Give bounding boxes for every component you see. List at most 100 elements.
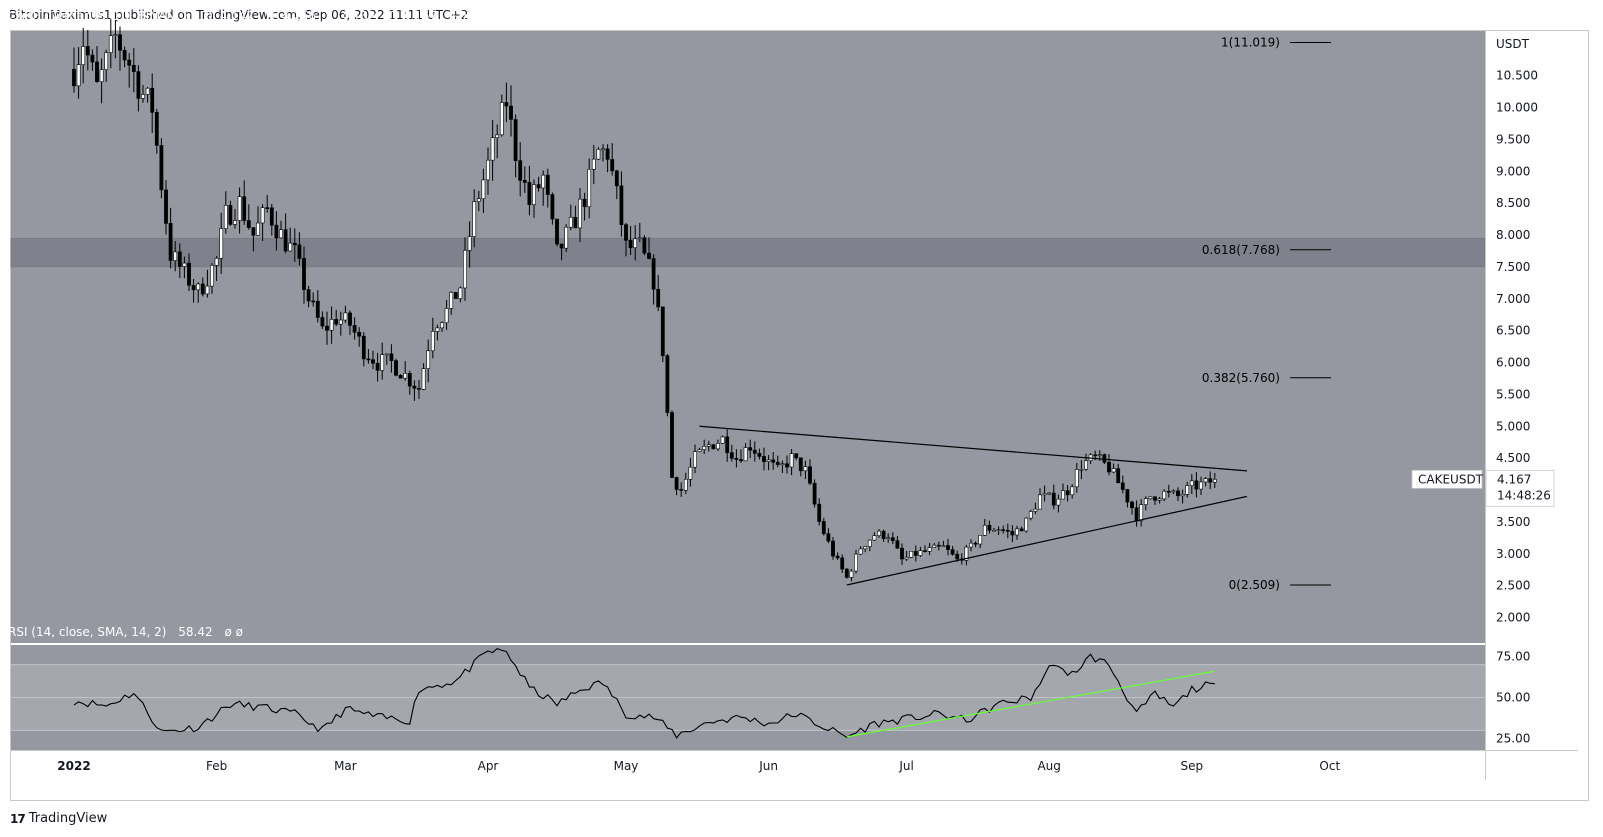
candle-down: [651, 258, 656, 290]
time-axis[interactable]: 2022 Feb Mar Apr May Jun Jul Aug Sep Oct: [57, 759, 1340, 773]
candle-down: [987, 524, 992, 531]
candle-up: [601, 148, 605, 151]
candle-up: [743, 447, 748, 462]
candle-up: [214, 257, 219, 266]
price-tick-label: 3.500: [1496, 515, 1530, 529]
candle-down: [412, 385, 417, 389]
candle-down: [729, 452, 734, 459]
time-tick-label: Mar: [334, 759, 357, 773]
candle-down: [1102, 454, 1107, 463]
candle-down: [122, 49, 127, 61]
candle-up: [867, 539, 872, 547]
price-axis-bg: [1485, 31, 1578, 750]
candle-up: [854, 553, 858, 572]
candle-up: [1180, 494, 1185, 497]
candle-down: [513, 119, 518, 161]
candle-up: [1143, 498, 1148, 505]
price-tick-label: 4.500: [1496, 451, 1530, 465]
candle-down: [509, 105, 513, 120]
candle-up: [279, 229, 283, 239]
candle-down: [1019, 528, 1024, 532]
legend-h-value: 4.256: [282, 9, 316, 23]
candle-up: [481, 179, 486, 200]
candle-up: [338, 319, 343, 325]
fib-level-label: 0(2.509): [1229, 578, 1280, 592]
candle-up: [1024, 517, 1029, 532]
candle-up: [495, 134, 500, 139]
price-tag-box: [1485, 469, 1555, 507]
candle-down: [398, 375, 403, 379]
price-tick-label: 9.500: [1496, 132, 1530, 146]
triangle-upper-line: [699, 425, 1248, 472]
candle-up: [329, 319, 334, 331]
candle-up: [76, 64, 81, 87]
rsi-guides: [11, 664, 1485, 731]
candle-up: [463, 250, 467, 289]
candle-down: [895, 540, 900, 549]
rsi-tick-label: 75.00: [1496, 649, 1530, 663]
candle-down: [881, 530, 886, 539]
time-tick-label: Feb: [206, 759, 227, 773]
candle-down: [610, 159, 615, 172]
candle-up: [1033, 508, 1038, 512]
legend-c-label: C: [388, 9, 396, 23]
candle-down: [417, 387, 421, 390]
candle-up: [435, 327, 440, 332]
candle-down: [527, 182, 532, 205]
candle-down: [628, 240, 633, 249]
candle-up: [1199, 481, 1203, 490]
main-pane[interactable]: [11, 31, 1485, 643]
fib-levels: 1(11.019) 0.618(7.768) 0.382(5.760) 0(2.509…: [1202, 36, 1331, 592]
candle-up: [1189, 480, 1194, 486]
candle-up: [982, 524, 987, 536]
candle-up: [918, 550, 923, 556]
time-tick-label: 2022: [57, 759, 90, 773]
candle-up: [849, 570, 854, 578]
candle-down: [835, 555, 840, 559]
price-tick-label: 9.000: [1496, 164, 1530, 178]
candle-down: [1116, 468, 1121, 484]
axes: [11, 31, 1578, 780]
price-tick-label: 6.000: [1496, 356, 1530, 370]
candle-down: [840, 557, 845, 570]
candle-up: [444, 308, 449, 323]
candle-down: [1194, 480, 1199, 490]
candle-up: [141, 94, 145, 99]
candle-down: [555, 218, 559, 245]
candle-down: [582, 198, 587, 208]
candle-down: [660, 306, 665, 356]
candle-down: [389, 353, 394, 361]
price-tick-label: 10.500: [1496, 69, 1538, 83]
candle-up: [108, 35, 113, 53]
candle-down: [734, 457, 739, 460]
time-tick-label: Sep: [1180, 759, 1203, 773]
candle-down: [550, 194, 555, 220]
candle-up: [1084, 460, 1088, 470]
price-tick-label: 2.000: [1496, 611, 1530, 625]
candle-down: [453, 292, 458, 299]
fib-level-label: 1(11.019): [1221, 36, 1280, 50]
candle-up: [1203, 478, 1208, 483]
candle-down: [1120, 482, 1125, 490]
candle-up: [440, 322, 444, 329]
candle-up: [430, 331, 435, 352]
candle-up: [237, 196, 242, 221]
candle-down: [642, 237, 647, 254]
candle-up: [233, 220, 237, 225]
tradingview-logo[interactable]: 17 TradingView: [10, 811, 107, 826]
candle-down: [1051, 492, 1056, 506]
candle-up: [1074, 469, 1079, 488]
candle-up: [1111, 468, 1116, 473]
candle-up: [196, 283, 201, 291]
candle-up: [877, 530, 881, 536]
price-tick-label: 5.000: [1496, 419, 1530, 433]
candle-down: [375, 362, 380, 371]
candle-up: [380, 354, 385, 371]
price-axis[interactable]: 2.0002.5003.0003.5004.0004.5005.0005.500…: [1496, 69, 1538, 625]
time-tick-label: Oct: [1319, 759, 1340, 773]
candle-down: [200, 283, 205, 295]
candle-down: [315, 300, 320, 318]
candle-down: [407, 373, 412, 387]
candle-down: [1166, 490, 1171, 493]
